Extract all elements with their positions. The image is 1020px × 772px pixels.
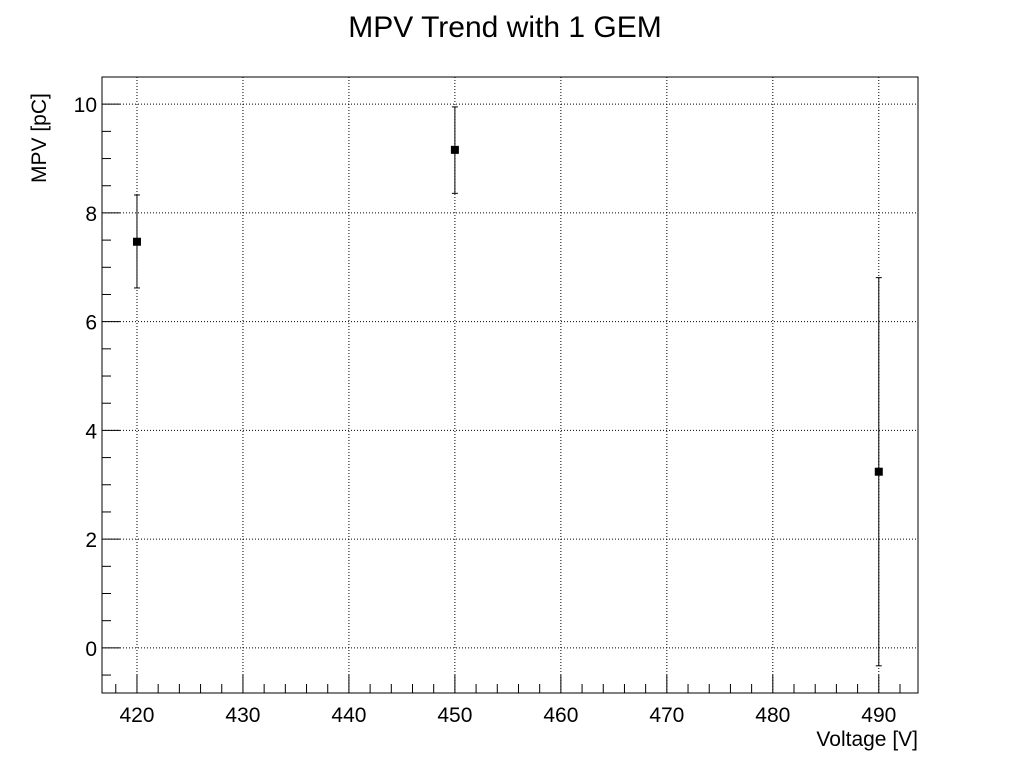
chart-title: MPV Trend with 1 GEM xyxy=(348,11,661,44)
plot-frame xyxy=(101,76,919,694)
grid-lines xyxy=(102,77,918,693)
y-tick-label: 2 xyxy=(85,529,97,552)
x-axis-title: Voltage [V] xyxy=(816,728,918,751)
data-points xyxy=(132,106,883,667)
y-axis-title: MPV [pC] xyxy=(28,93,51,183)
data-point xyxy=(132,237,141,246)
y-tick-label: 8 xyxy=(85,203,97,226)
x-tick-label: 450 xyxy=(437,704,472,727)
y-tick-label: 6 xyxy=(85,312,97,335)
data-point xyxy=(874,467,883,476)
y-tick-label: 0 xyxy=(85,638,97,661)
tick-labels: 420 430 440 450 460 470 480 490 0 2 4 6 8 10 xyxy=(74,94,897,727)
x-tick-label: 420 xyxy=(119,704,154,727)
axis-ticks xyxy=(102,76,901,693)
x-tick-label: 460 xyxy=(543,704,578,727)
x-tick-label: 430 xyxy=(225,704,260,727)
data-point xyxy=(450,145,459,154)
y-tick-label: 4 xyxy=(85,420,97,443)
y-tick-label: 10 xyxy=(74,94,97,117)
x-tick-label: 440 xyxy=(331,704,366,727)
x-tick-label: 490 xyxy=(861,704,896,727)
x-tick-label: 480 xyxy=(755,704,790,727)
x-tick-label: 470 xyxy=(649,704,684,727)
